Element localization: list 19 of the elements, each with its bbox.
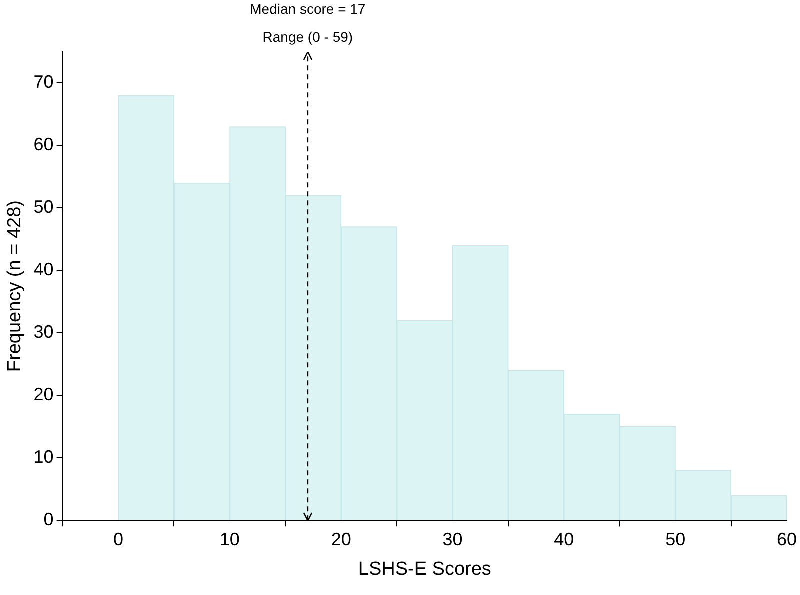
y-tick-label: 10 <box>34 447 54 468</box>
y-tick-label: 50 <box>34 197 54 218</box>
x-tick-label: 20 <box>331 529 352 550</box>
y-tick-label: 20 <box>34 384 54 405</box>
ref-line-label: Median score = 17 <box>250 0 366 17</box>
x-tick-label: 10 <box>220 529 240 550</box>
y-tick-label: 70 <box>34 72 54 92</box>
x-tick-label: 40 <box>554 529 574 550</box>
x-axis-title: LSHS-E Scores <box>358 558 492 580</box>
y-tick-label: 30 <box>34 322 54 342</box>
x-tick-label: 30 <box>442 529 463 550</box>
y-tick-label: 0 <box>44 510 54 530</box>
y-axis-title: Frequency (n = 428) <box>4 200 26 372</box>
x-tick-label: 50 <box>666 529 686 550</box>
x-tick-label: 0 <box>114 529 124 550</box>
y-tick-label: 60 <box>34 134 54 155</box>
x-tick-label: 60 <box>776 529 798 550</box>
text: Range (0 - 59) <box>262 28 354 45</box>
y-tick-label: 40 <box>34 260 54 280</box>
